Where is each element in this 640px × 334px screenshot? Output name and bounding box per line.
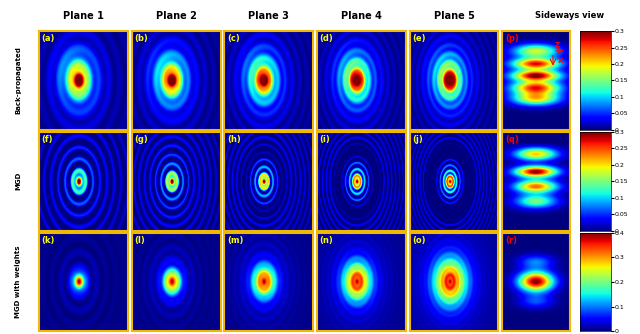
Text: (k): (k) xyxy=(42,235,55,244)
Text: Plane 5: Plane 5 xyxy=(434,11,474,21)
Text: (j): (j) xyxy=(412,135,423,144)
Text: (e): (e) xyxy=(412,34,426,43)
Text: (p): (p) xyxy=(505,34,519,43)
Text: (l): (l) xyxy=(134,235,145,244)
Text: Plane 1: Plane 1 xyxy=(63,11,104,21)
Text: Plane 2: Plane 2 xyxy=(156,11,196,21)
Text: Back-propagated: Back-propagated xyxy=(15,46,21,114)
Text: (c): (c) xyxy=(227,34,240,43)
Text: (g): (g) xyxy=(134,135,148,144)
Text: (m): (m) xyxy=(227,235,243,244)
Text: MGD: MGD xyxy=(15,172,21,190)
Text: (o): (o) xyxy=(412,235,426,244)
Text: (r): (r) xyxy=(505,235,517,244)
Text: (n): (n) xyxy=(319,235,333,244)
Text: X: X xyxy=(557,58,563,64)
Text: (q): (q) xyxy=(505,135,519,144)
Text: (h): (h) xyxy=(227,135,241,144)
Text: (f): (f) xyxy=(42,135,53,144)
Text: Plane 3: Plane 3 xyxy=(248,11,289,21)
Text: (b): (b) xyxy=(134,34,148,43)
Text: (d): (d) xyxy=(319,34,333,43)
Text: Z: Z xyxy=(555,42,560,48)
Text: MGD with weights: MGD with weights xyxy=(15,246,21,318)
Text: Sideways view: Sideways view xyxy=(535,11,604,20)
Text: Plane 4: Plane 4 xyxy=(341,11,382,21)
Text: (i): (i) xyxy=(319,135,330,144)
Text: (a): (a) xyxy=(42,34,55,43)
